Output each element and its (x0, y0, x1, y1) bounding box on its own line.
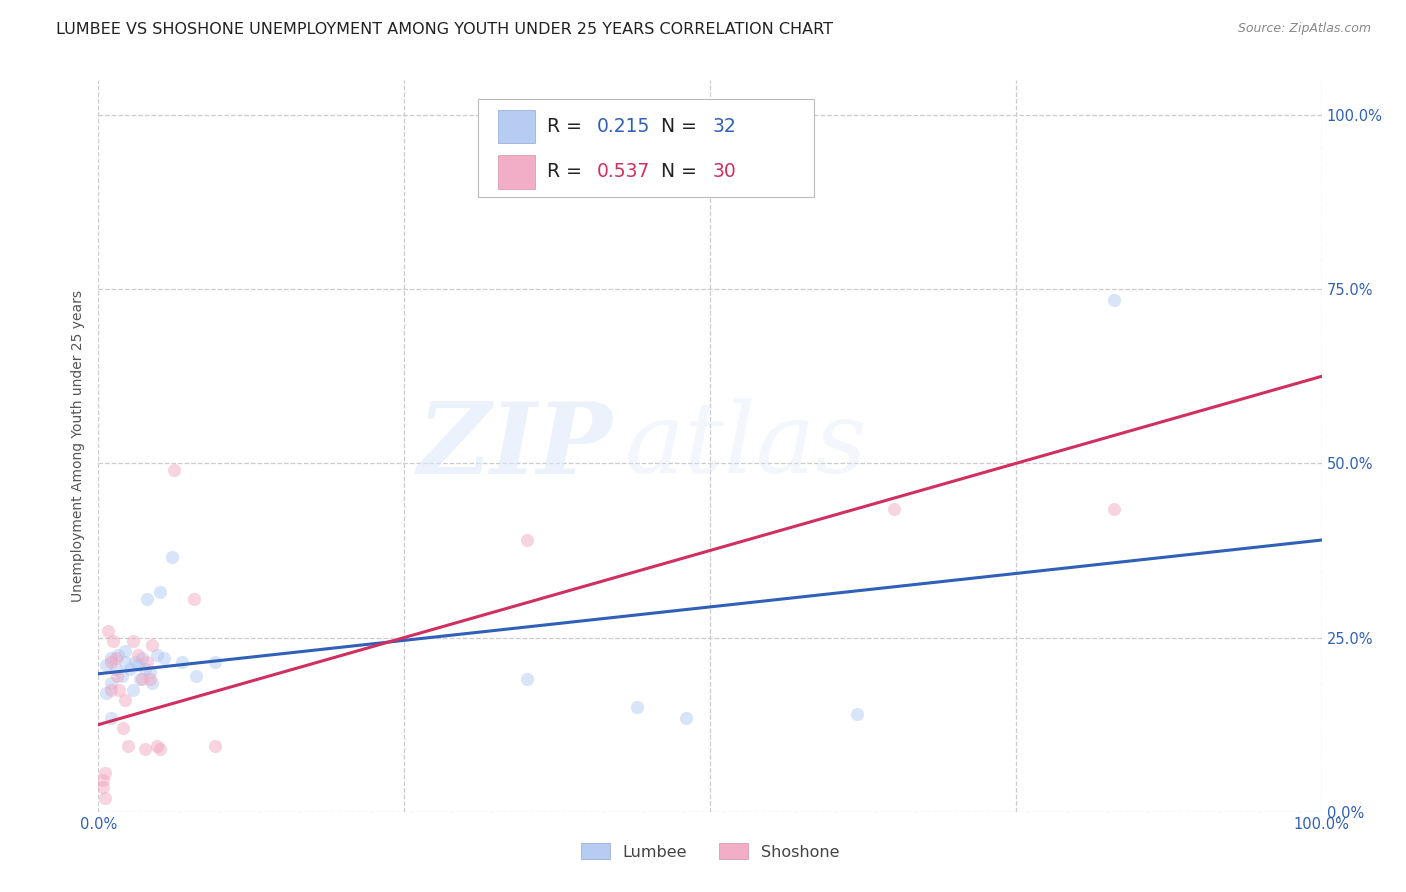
Point (104, 651, 127, 665)
Point (94, 658, 117, 673)
Point (141, 676, 163, 690)
Text: N =: N = (650, 117, 703, 136)
Point (129, 673, 152, 687)
Text: 0.537: 0.537 (596, 162, 650, 181)
Point (153, 651, 176, 665)
Point (170, 655, 193, 669)
Point (183, 592, 205, 607)
Point (149, 585, 172, 599)
Point (100, 651, 122, 665)
Point (108, 682, 131, 697)
Point (163, 463, 186, 477)
Point (114, 655, 136, 669)
Point (845, 707, 868, 722)
Text: ZIP: ZIP (418, 398, 612, 494)
Text: 30: 30 (713, 162, 737, 181)
Y-axis label: Unemployment Among Youth under 25 years: Unemployment Among Youth under 25 years (72, 290, 86, 602)
FancyBboxPatch shape (498, 110, 536, 144)
Point (117, 739, 139, 753)
Point (139, 665, 162, 680)
Point (515, 533, 537, 547)
Point (1102, 501, 1125, 516)
Point (131, 673, 153, 687)
Point (204, 655, 226, 669)
FancyBboxPatch shape (478, 99, 814, 197)
Text: 0.215: 0.215 (596, 117, 650, 136)
Text: LUMBEE VS SHOSHONE UNEMPLOYMENT AMONG YOUTH UNDER 25 YEARS CORRELATION CHART: LUMBEE VS SHOSHONE UNEMPLOYMENT AMONG YO… (56, 22, 834, 37)
Point (134, 662, 156, 676)
Point (114, 693, 136, 707)
Point (100, 711, 122, 725)
Point (146, 648, 169, 662)
Point (883, 501, 905, 516)
Point (204, 739, 226, 753)
Point (111, 669, 134, 683)
Point (136, 592, 159, 607)
Point (91, 773, 114, 788)
Text: atlas: atlas (624, 399, 868, 493)
Text: Source: ZipAtlas.com: Source: ZipAtlas.com (1237, 22, 1371, 36)
Point (127, 648, 149, 662)
Point (93, 790, 115, 805)
Point (101, 634, 124, 648)
Point (124, 655, 146, 669)
FancyBboxPatch shape (498, 155, 536, 188)
Point (1102, 293, 1125, 307)
Point (553, 126, 575, 140)
Point (91, 780, 114, 795)
Point (131, 651, 153, 665)
Point (136, 655, 159, 669)
Point (515, 673, 537, 687)
Point (186, 669, 208, 683)
Point (146, 739, 169, 753)
Point (120, 662, 142, 676)
Point (111, 721, 134, 735)
Point (134, 742, 156, 756)
Point (97, 624, 120, 638)
Legend: Lumbee, Shoshone: Lumbee, Shoshone (575, 837, 845, 866)
Point (139, 673, 162, 687)
Point (675, 711, 697, 725)
Point (114, 644, 136, 658)
Text: 32: 32 (713, 117, 737, 136)
Point (104, 662, 127, 676)
Text: R =: R = (547, 117, 588, 136)
Point (107, 648, 129, 662)
Point (141, 638, 163, 652)
Point (160, 550, 183, 565)
Point (127, 658, 149, 673)
Point (100, 655, 122, 669)
Point (626, 700, 648, 714)
Point (100, 682, 122, 697)
Point (100, 676, 122, 690)
Point (121, 634, 143, 648)
Point (121, 682, 143, 697)
Point (149, 742, 172, 756)
Point (94, 686, 117, 700)
Text: N =: N = (650, 162, 703, 181)
Point (93, 766, 115, 780)
Text: R =: R = (547, 162, 588, 181)
Point (105, 669, 128, 683)
